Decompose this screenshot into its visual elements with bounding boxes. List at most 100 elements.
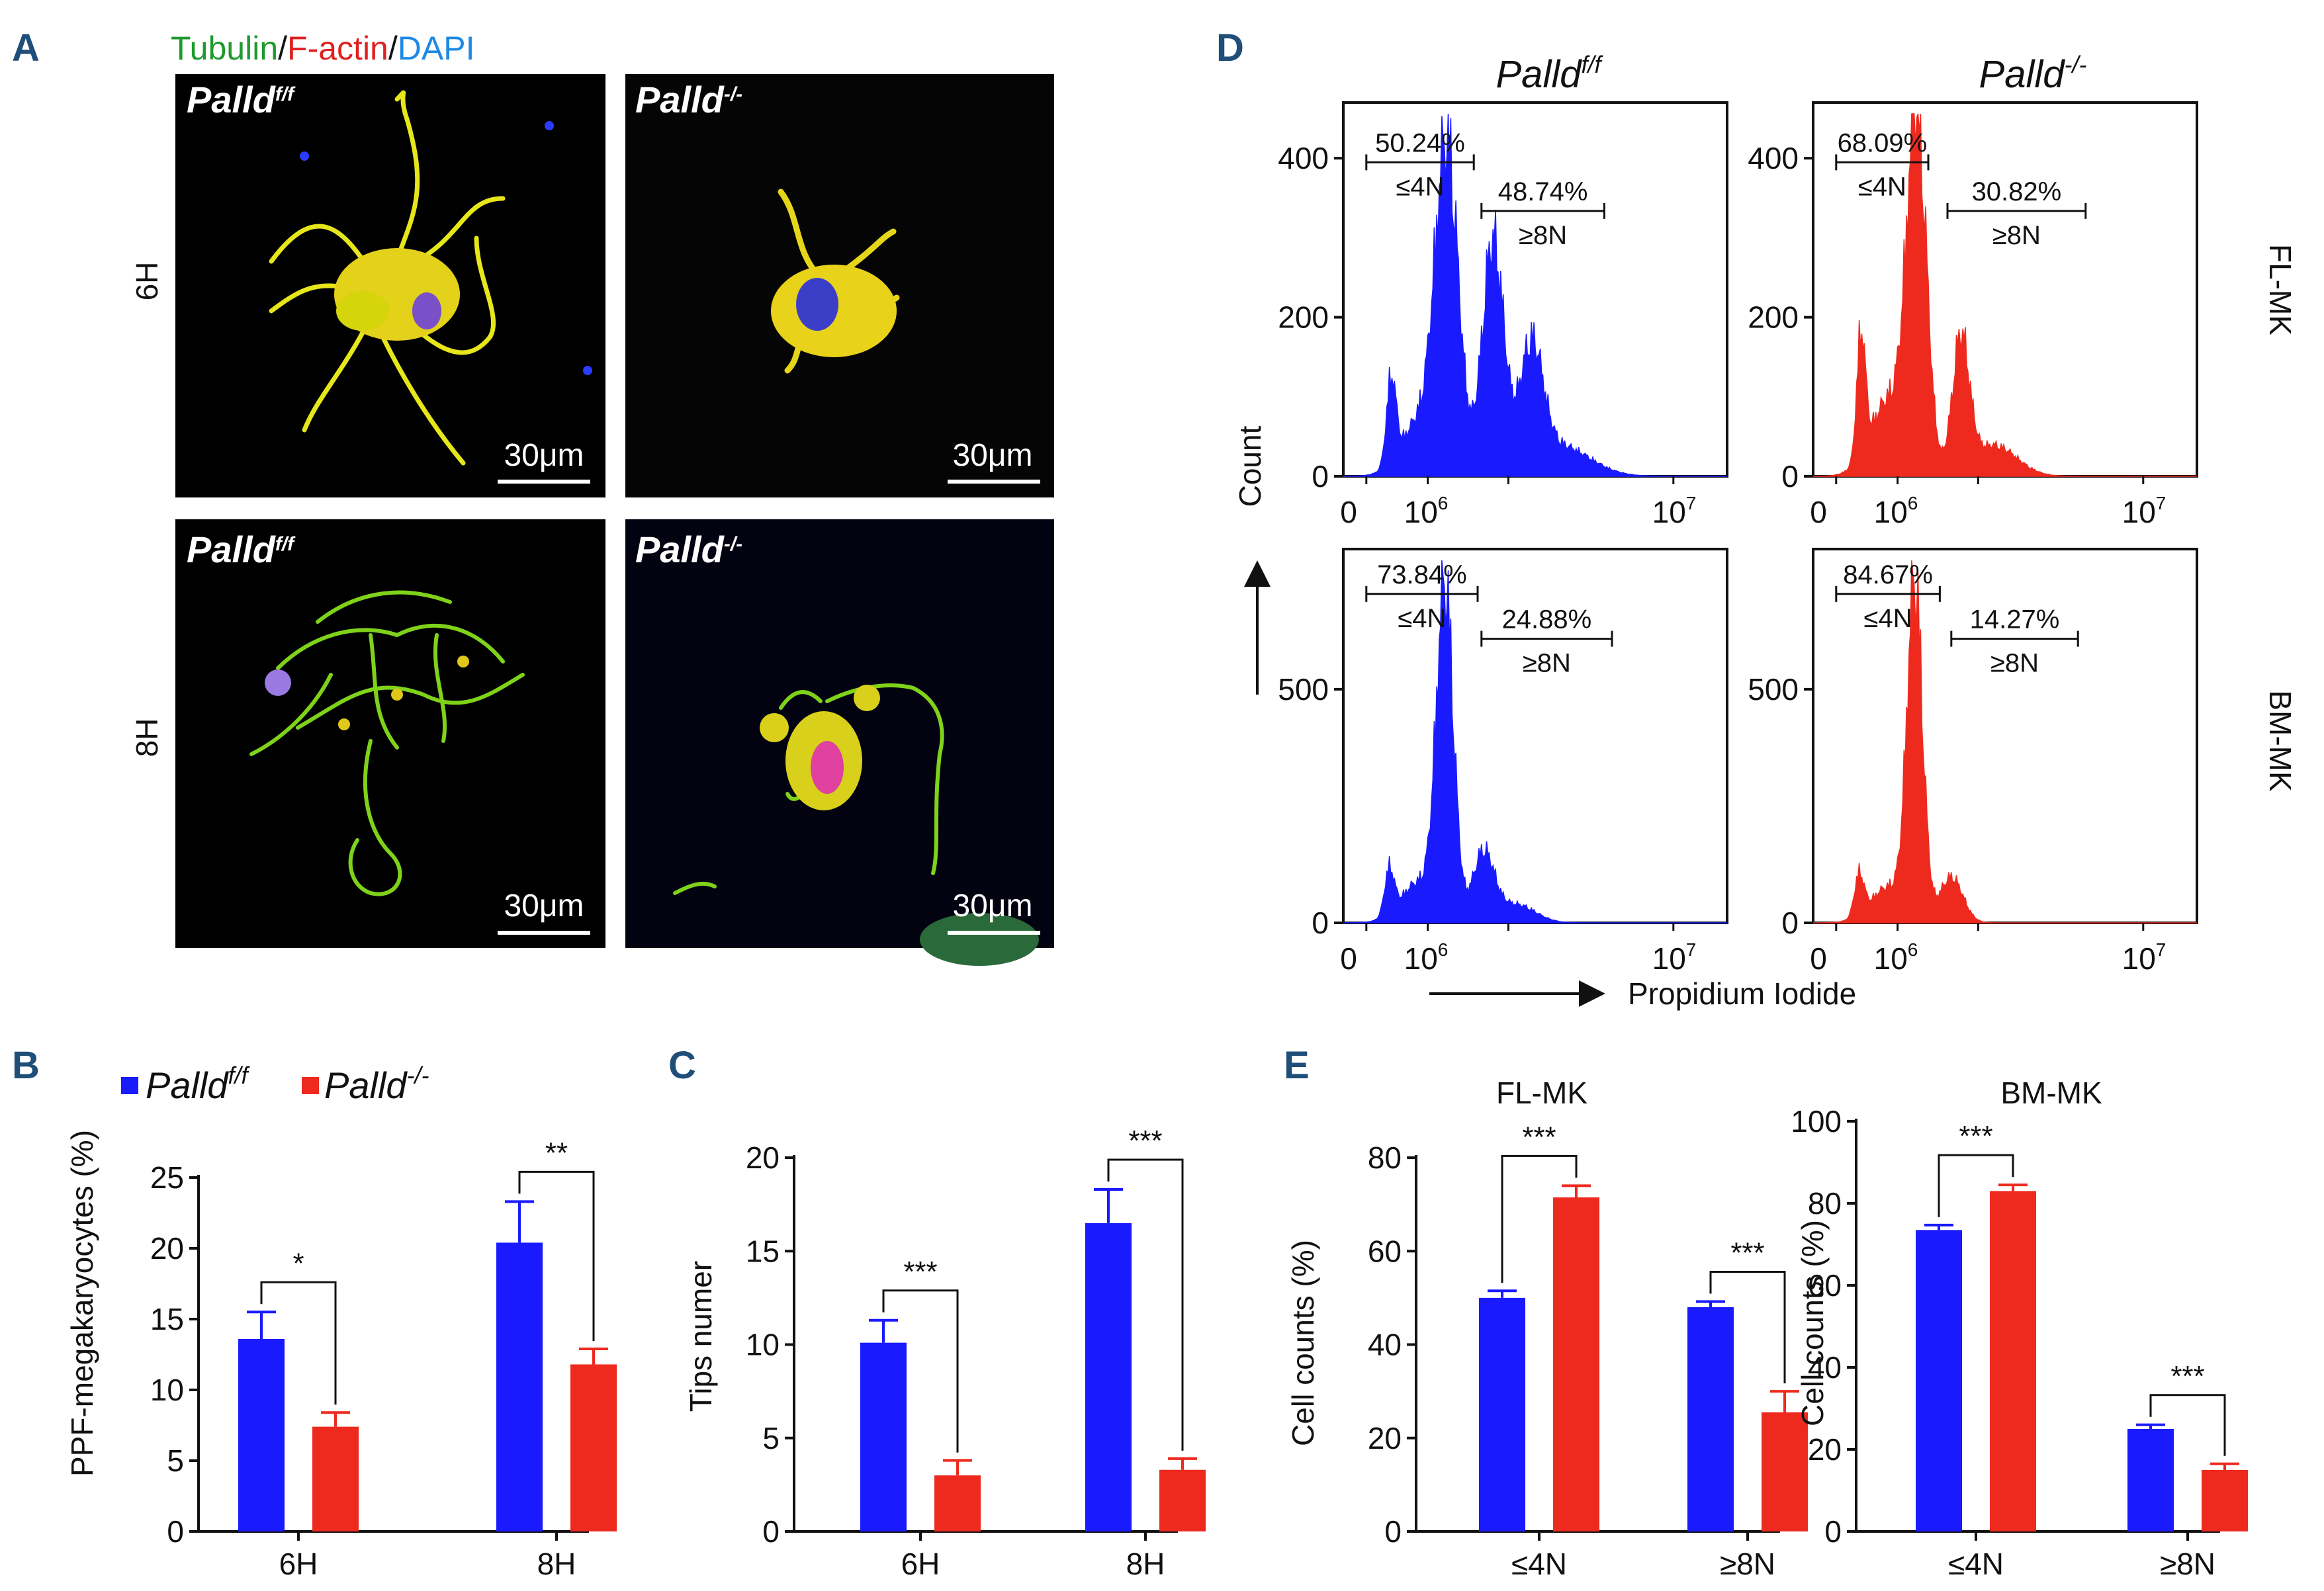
legend-label-ko: Palld-/- [324,1062,429,1106]
stain-legend: Tubulin/F-actin/DAPI [171,30,474,67]
y-axis-label: Tips numer [684,1261,718,1412]
gate-percent: 50.24% [1375,128,1465,157]
bar-ff [1916,1230,1962,1531]
panel-label-c: C [668,1044,696,1087]
significance-bracket [1107,1158,1184,1451]
y-tick-label: 200 [1748,300,1799,335]
y-tick-label: 500 [1748,672,1799,707]
histogram-bm-ff: 0 500 0 106 107 73.84% ≤4N 24.88% ≥8N [1278,548,1728,976]
significance-label: *** [1128,1125,1162,1157]
y-tick-label: 0 [1384,1514,1402,1549]
bar-ko [1159,1469,1206,1531]
y-tick-label: 0 [762,1514,780,1549]
y-tick-label: 200 [1278,300,1329,335]
y-tick-label: 20 [1808,1432,1842,1467]
y-tick-label: 0 [167,1514,184,1549]
significance-label: *** [1959,1120,1992,1152]
significance-label: *** [2170,1360,2204,1393]
bar-ff [860,1342,907,1531]
bar-ko [2202,1470,2248,1531]
bar-ff [1479,1297,1525,1531]
y-tick-label: 0 [1312,459,1329,494]
x-tick-label: 0 [1340,495,1357,529]
significance-label: *** [903,1256,937,1288]
gate-percent: 48.74% [1498,177,1588,206]
bar-ko [1990,1191,2036,1531]
x-tick-label: 6H [901,1547,940,1581]
x-tick-label: 8H [537,1547,576,1581]
gate-percent: 14.27% [1970,605,2060,634]
scale-label: 30μm [952,438,1032,473]
gate-percent: 68.09% [1838,128,1928,157]
bar-ff [1085,1223,1132,1531]
scale-label: 30μm [504,438,584,473]
y-tick-label: 500 [1278,672,1329,707]
significance-label: * [292,1247,304,1279]
chart-e-2: 0 20 40 60 80 Cell counts (%) FL-MK ≤4N *** ≥8N **… [1286,1076,1808,1581]
significance-bracket [1501,1154,1578,1283]
significance-bracket [518,1170,595,1341]
significance-label: *** [1522,1121,1556,1153]
significance-bracket [1709,1271,1786,1384]
bar-ko [1553,1197,1599,1531]
y-tick-label: 5 [762,1421,780,1455]
y-axis-label: Cell counts (%) [1286,1240,1320,1446]
gate-label: ≤4N [1396,172,1444,201]
bar-ff [1687,1307,1734,1531]
micrograph-6h-ko [625,74,1054,497]
y-tick-label: 0 [1781,459,1799,494]
row-label-8h: 8H [130,718,164,757]
gate-percent: 24.88% [1502,605,1592,634]
legend-swatch-ff [121,1077,138,1094]
legend: Palldf/f Palld-/- [121,1062,429,1106]
x-tick-label: 107 [2122,493,2167,529]
micrograph-8h-ff [175,519,605,948]
svg-text:Palldf/f: Palldf/f [187,529,296,570]
x-tick-label: 0 [1810,495,1827,529]
y-tick-label: 25 [150,1160,184,1195]
y-tick-label: 100 [1791,1104,1842,1139]
y-tick-label: 60 [1808,1268,1842,1303]
gate-label: ≥8N [1990,649,2039,678]
panel-label-a: A [12,26,40,69]
col-header-ff: Palldf/f [1496,51,1604,96]
gate-label: ≥8N [1523,649,1571,678]
micrograph-8h-ko [625,519,1054,966]
bar-ff [496,1242,543,1531]
histogram-area [1813,560,2197,924]
y-tick-label: 400 [1278,141,1329,175]
panel-label-d: D [1216,26,1244,69]
panel-label-b: B [12,1044,40,1087]
x-tick-label: 106 [1404,939,1449,976]
y-tick-label: 15 [746,1234,780,1268]
bar-ko [1762,1412,1808,1531]
y-tick-label: 0 [1824,1514,1842,1549]
x-tick-label: ≥8N [2160,1547,2215,1581]
micrograph-labels: Palldf/f Palld-/- Palldf/f Palld-/- 30μm… [187,79,1040,935]
gate-label: ≥8N [1519,221,1567,250]
y-axis-label: PPF-megakaryocytes (%) [65,1130,99,1477]
row-label-bm: BM-MK [2263,690,2298,792]
x-tick-label: 6H [279,1547,318,1581]
y-tick-label: 20 [746,1140,780,1175]
gate-percent: 84.67% [1843,560,1933,589]
x-tick-label: 0 [1810,941,1827,976]
x-tick-label: 106 [1874,493,1918,529]
y-tick-label: 20 [1368,1421,1402,1455]
legend-label-ff: Palldf/f [146,1062,251,1106]
bar-ko [934,1475,981,1531]
y-tick-label: 40 [1808,1350,1842,1385]
x-tick-label: ≥8N [1720,1547,1775,1581]
scale-label: 30μm [952,888,1032,924]
histogram-bm-ko: 0 500 0 106 107 84.67% ≤4N 14.27% ≥8N [1748,548,2198,976]
row-label-6h: 6H [130,262,164,301]
y-axis-label: Cell counts (%) [1795,1220,1830,1426]
y-tick-label: 5 [167,1443,184,1478]
x-tick-label: 0 [1340,941,1357,976]
histogram-area [1343,113,1727,477]
x-tick-label: 107 [1652,939,1697,976]
x-tick-label: 107 [2122,939,2167,976]
